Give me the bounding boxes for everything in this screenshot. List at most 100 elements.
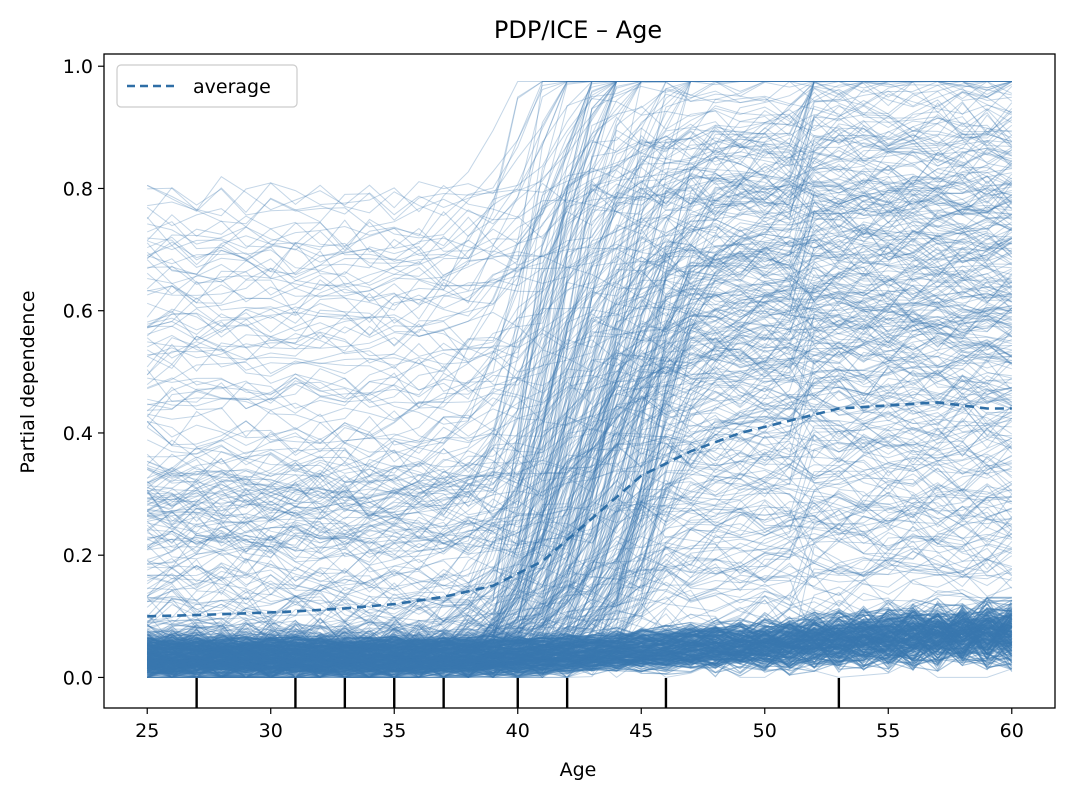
ice-curve: [147, 620, 1013, 664]
ice-curve: [146, 316, 1013, 678]
ice-curve: [147, 138, 1012, 401]
ice-curve: [146, 349, 1012, 590]
ice-curve: [147, 610, 1013, 647]
ice-curve: [146, 288, 1012, 667]
ice-curve: [146, 172, 1012, 678]
ice-curve: [147, 576, 1013, 650]
ice-curve: [147, 622, 1013, 660]
y-tick-label: 0.0: [63, 667, 93, 689]
ice-curve: [147, 602, 1013, 651]
ice-curve: [147, 620, 1012, 676]
ice-curve: [146, 626, 1013, 678]
ice-curve: [147, 302, 1013, 652]
ice-curve: [147, 266, 1012, 485]
average-series: [147, 401, 1012, 618]
ice-curve: [147, 525, 1012, 623]
ice-curve: [147, 616, 1013, 671]
ice-curve: [147, 625, 1012, 674]
ice-curve: [147, 86, 1012, 544]
x-tick-label: 50: [753, 720, 777, 742]
ice-curve: [146, 430, 1012, 669]
ice-curve: [147, 614, 1013, 663]
ice-curve: [147, 326, 1012, 678]
ice-curve: [146, 186, 1013, 679]
ice-curve: [146, 595, 1012, 672]
ice-curve: [147, 617, 1012, 664]
ice-curve: [147, 173, 1013, 658]
ice-curve: [146, 212, 1013, 668]
ice-curve: [147, 623, 1013, 672]
ice-curve: [147, 545, 1012, 679]
ice-curve: [147, 162, 1013, 678]
ice-curve: [147, 344, 1012, 651]
ice-curve: [147, 81, 1012, 505]
ice-curve: [147, 280, 1012, 655]
ice-curve: [147, 359, 1013, 608]
ice-curve: [147, 81, 1012, 338]
ice-curve: [146, 81, 1012, 249]
ice-curve: [146, 609, 1013, 678]
ice-curve: [147, 81, 1012, 314]
ice-curve: [147, 624, 1012, 671]
ice-curve: [147, 602, 1012, 650]
ice-curve: [146, 81, 1012, 279]
ice-curve: [147, 619, 1012, 655]
ice-curve: [146, 204, 1012, 475]
ice-curve: [146, 444, 1013, 501]
ice-curve: [147, 317, 1012, 672]
ice-curve: [147, 130, 1012, 486]
ice-curve: [147, 230, 1012, 519]
ice-curve: [146, 81, 1012, 248]
ice-curve: [147, 638, 1012, 672]
ice-curve: [146, 329, 1012, 679]
ice-curve: [147, 631, 1012, 665]
ice-curve: [147, 615, 1012, 657]
ice-curve: [147, 617, 1012, 672]
ice-curve: [147, 81, 1012, 455]
ice-curve: [146, 166, 1012, 661]
ice-curve: [147, 460, 1012, 666]
x-tick-label: 25: [135, 720, 159, 742]
ice-curve: [147, 384, 1012, 657]
ice-curve: [146, 353, 1012, 678]
ice-curve: [147, 605, 1013, 656]
ice-curve: [146, 329, 1013, 665]
ice-curve: [147, 605, 1013, 656]
ice-curve: [147, 342, 1013, 596]
ice-curve: [146, 81, 1012, 527]
ice-curve: [146, 81, 1012, 291]
ice-curve: [147, 629, 1012, 665]
ice-curve: [147, 252, 1013, 678]
ice-curve: [147, 80, 1013, 654]
ice-curve: [147, 81, 1012, 212]
ice-curve: [147, 311, 1013, 649]
ice-curve: [147, 80, 1012, 592]
ice-curve: [147, 244, 1013, 441]
ice-curve: [147, 634, 1012, 673]
ice-curve: [147, 607, 1013, 664]
ice-curve: [147, 619, 1013, 670]
ice-curve: [147, 275, 1012, 679]
ice-curve: [147, 627, 1012, 671]
ice-curve: [147, 246, 1012, 678]
ice-curve: [147, 597, 1013, 657]
ice-curve: [147, 372, 1012, 672]
ice-curve: [147, 561, 1012, 665]
ice-curve: [147, 624, 1013, 674]
ice-curve: [147, 628, 1012, 675]
ice-curve: [147, 284, 1013, 655]
ice-curve: [147, 603, 1013, 649]
ice-curve: [147, 607, 1013, 654]
ice-curve: [147, 629, 1012, 671]
ice-curve: [146, 84, 1013, 559]
ice-curve: [146, 115, 1012, 631]
ice-curve: [147, 612, 1013, 660]
ice-curve: [147, 624, 1012, 672]
ice-curve: [147, 81, 1012, 263]
ice-curve: [147, 337, 1013, 679]
ice-curve: [147, 617, 1013, 670]
ice-curve: [146, 316, 1013, 662]
ice-curve: [147, 614, 1013, 668]
ice-curve: [146, 353, 1013, 677]
